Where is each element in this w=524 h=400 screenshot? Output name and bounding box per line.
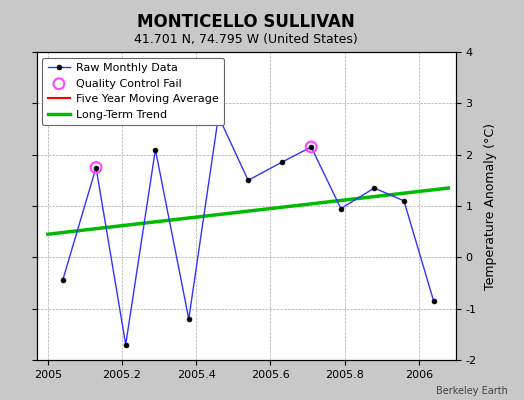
Raw Monthly Data [308,144,314,149]
Raw Monthly Data [215,114,222,118]
Y-axis label: Temperature Anomaly (°C): Temperature Anomaly (°C) [484,122,497,290]
Text: Berkeley Earth: Berkeley Earth [436,386,508,396]
Raw Monthly Data [60,278,66,283]
Legend: Raw Monthly Data, Quality Control Fail, Five Year Moving Average, Long-Term Tren: Raw Monthly Data, Quality Control Fail, … [42,58,224,125]
Raw Monthly Data [152,147,159,152]
Raw Monthly Data [278,160,285,165]
Raw Monthly Data [371,186,377,190]
Quality Control Fail [214,113,223,119]
Raw Monthly Data [185,316,192,321]
Line: Raw Monthly Data: Raw Monthly Data [60,114,436,347]
Raw Monthly Data [401,198,407,203]
Raw Monthly Data [123,342,129,347]
Quality Control Fail [307,144,315,150]
Raw Monthly Data [93,165,99,170]
Title: MONTICELLO SULLIVAN: MONTICELLO SULLIVAN [137,13,355,31]
Raw Monthly Data [431,298,437,303]
Raw Monthly Data [338,206,344,211]
Quality Control Fail [92,164,100,171]
Raw Monthly Data [245,178,252,183]
Text: 41.701 N, 74.795 W (United States): 41.701 N, 74.795 W (United States) [134,33,358,46]
